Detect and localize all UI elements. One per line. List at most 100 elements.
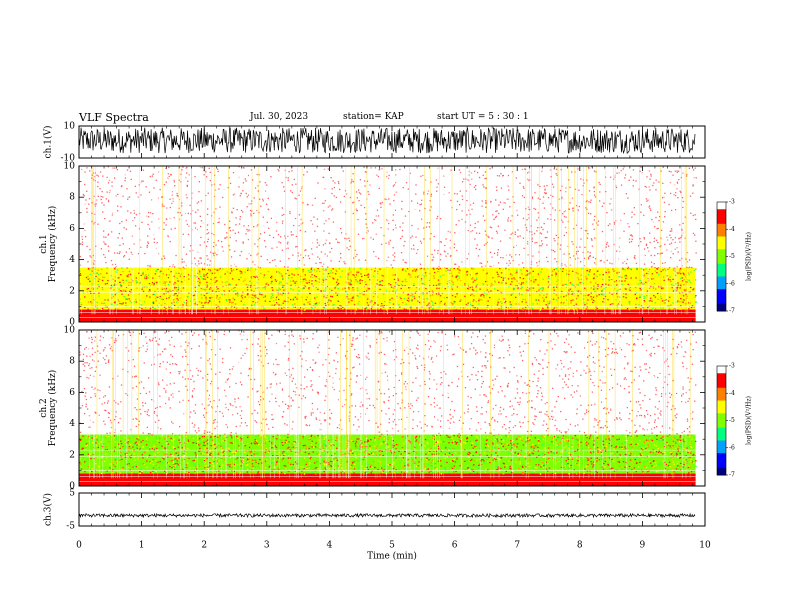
texture-dot (342, 288, 344, 290)
texture-dot (581, 282, 583, 284)
texture-dot (407, 293, 409, 296)
texture-dot (540, 244, 542, 247)
texture-dot (281, 186, 284, 188)
texture-dot (192, 247, 194, 249)
texture-dot (98, 245, 100, 247)
texture-dot (316, 225, 319, 228)
texture-dot (672, 251, 674, 253)
texture-dot (346, 247, 348, 249)
texture-dot (274, 254, 276, 257)
texture-dot (407, 188, 409, 190)
texture-dot (410, 237, 412, 239)
texture-dot (179, 211, 181, 214)
texture-dot (651, 218, 653, 221)
texture-dot (243, 303, 245, 306)
texture-dot (199, 265, 201, 268)
texture-dot (363, 286, 365, 288)
texture-dot (468, 284, 470, 286)
texture-dot (634, 200, 636, 202)
texture-dot (219, 308, 221, 310)
texture-dot (514, 175, 517, 178)
texture-dot (218, 258, 221, 260)
texture-dot (527, 273, 529, 275)
texture-dot (146, 302, 148, 304)
texture-dot (301, 173, 303, 176)
texture-dot (82, 232, 84, 235)
texture-dot (614, 198, 616, 200)
texture-dot (399, 242, 401, 245)
texture-dot (259, 240, 261, 243)
texture-dot (314, 230, 316, 232)
texture-dot (542, 202, 544, 204)
texture-dot (571, 241, 573, 243)
texture-dot (458, 277, 461, 279)
texture-dot (363, 177, 366, 179)
texture-dot (217, 240, 220, 242)
texture-dot (506, 211, 508, 213)
texture-dot (592, 299, 595, 302)
texture-dot (643, 283, 646, 285)
texture-dot (344, 287, 346, 289)
texture-dot (373, 246, 375, 249)
texture-dot (455, 263, 457, 265)
texture-dot (352, 180, 355, 183)
texture-dot (621, 281, 624, 284)
texture-dot (590, 287, 593, 289)
texture-dot (649, 207, 651, 210)
texture-dot (240, 180, 242, 182)
texture-dot (305, 279, 307, 281)
texture-dot (372, 222, 374, 224)
texture-dot (280, 209, 282, 211)
texture-dot (611, 303, 613, 305)
texture-dot (628, 288, 630, 290)
texture-dot (587, 245, 590, 247)
texture-dot (402, 302, 404, 304)
texture-dot (582, 185, 584, 187)
texture-dot (372, 238, 374, 240)
texture-dot (581, 194, 583, 197)
texture-dot (368, 175, 370, 177)
texture-dot (492, 202, 494, 204)
texture-dot (411, 224, 413, 227)
texture-dot (469, 286, 471, 289)
texture-dot (627, 241, 629, 243)
texture-dot (105, 261, 107, 264)
texture-dot (528, 217, 530, 219)
texture-dot (168, 309, 170, 311)
texture-dot (110, 212, 112, 215)
texture-dot (281, 249, 283, 251)
texture-dot (679, 190, 681, 192)
texture-dot (596, 187, 598, 190)
texture-dot (376, 174, 378, 176)
texture-dot (679, 237, 681, 239)
texture-dot (183, 204, 185, 206)
texture-dot (372, 219, 375, 221)
texture-dot (692, 232, 695, 235)
texture-dot (494, 222, 496, 224)
texture-dot (574, 190, 577, 192)
texture-dot (84, 183, 86, 186)
texture-dot (267, 208, 269, 210)
texture-dot (660, 237, 662, 239)
texture-dot (275, 280, 278, 282)
texture-dot (565, 187, 567, 189)
texture-dot (381, 201, 383, 204)
texture-dot (569, 202, 571, 204)
texture-dot (527, 243, 529, 245)
texture-dot (329, 237, 331, 239)
texture-dot (97, 223, 99, 225)
texture-dot (654, 270, 657, 272)
texture-dot (252, 172, 254, 174)
texture-dot (395, 291, 397, 293)
texture-dot (581, 265, 583, 267)
texture-dot (173, 287, 176, 290)
texture-dot (354, 249, 357, 251)
texture-dot (668, 253, 671, 255)
texture-dot (632, 268, 634, 270)
texture-dot (314, 197, 316, 200)
texture-dot (101, 279, 104, 282)
texture-dot (534, 260, 536, 262)
texture-dot (100, 198, 102, 201)
texture-dot (310, 267, 313, 269)
texture-dot (271, 172, 274, 174)
